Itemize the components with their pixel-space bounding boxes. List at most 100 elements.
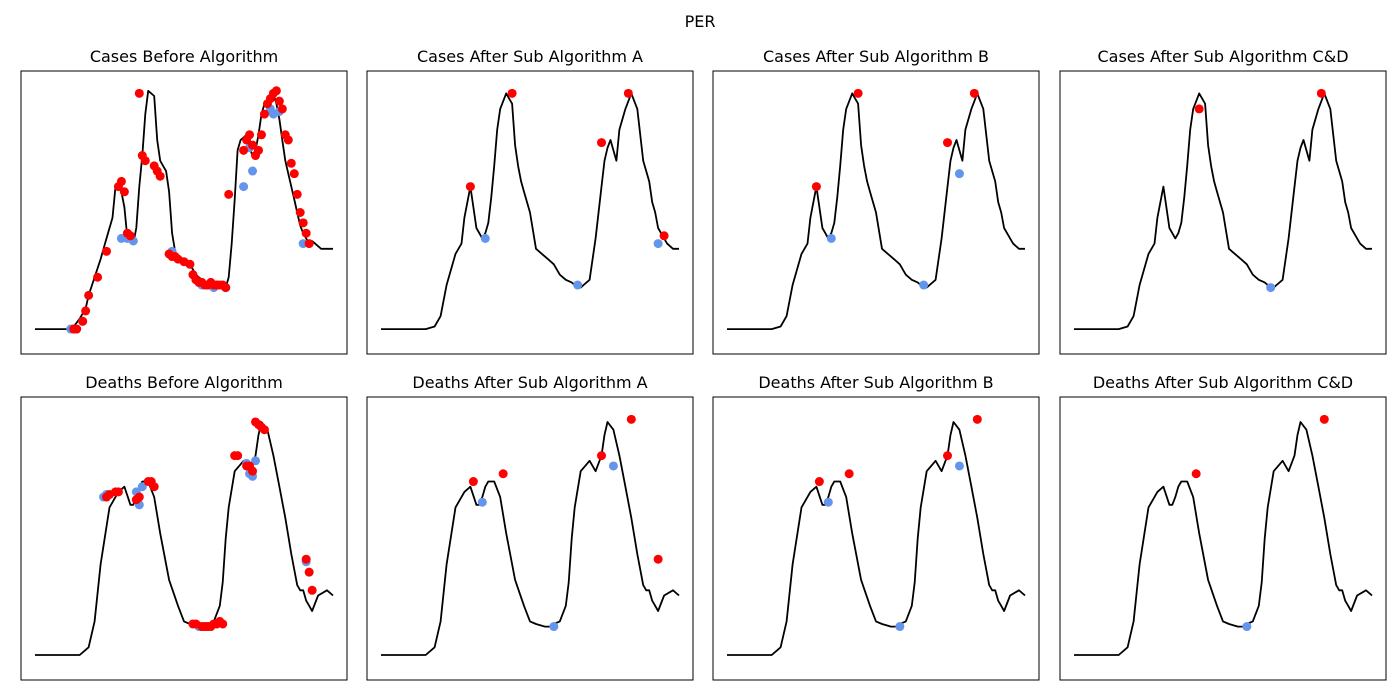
- axes-frame: [366, 396, 694, 681]
- minimum-point: [653, 239, 663, 249]
- subplot-title: Deaths After Sub Algorithm B: [758, 373, 993, 392]
- maximum-point: [119, 187, 129, 197]
- maximum-point: [102, 246, 112, 256]
- maximum-point: [972, 414, 982, 424]
- maximum-point: [1194, 104, 1204, 114]
- subplot-title: Cases After Sub Algorithm A: [417, 47, 643, 66]
- maximum-point: [271, 86, 281, 96]
- subplot-title: Cases After Sub Algorithm B: [763, 47, 989, 66]
- maximum-point: [289, 169, 299, 179]
- maximum-point: [245, 130, 255, 140]
- series-line: [1074, 92, 1372, 330]
- minimum-point: [248, 166, 258, 176]
- subplot-4: Cases After Sub Algorithm C&D: [1059, 47, 1387, 355]
- subplot-title: Deaths Before Algorithm: [85, 373, 283, 392]
- subplot-title: Deaths After Sub Algorithm C&D: [1093, 373, 1353, 392]
- minimum-point: [480, 233, 490, 243]
- maximum-point: [224, 189, 234, 199]
- maximum-point: [304, 239, 314, 249]
- minimum-point: [954, 169, 964, 179]
- maximum-point: [81, 306, 91, 316]
- minimum-point: [608, 461, 618, 471]
- minimum-point: [137, 482, 147, 492]
- subplot-7: Deaths After Sub Algorithm B: [712, 373, 1040, 681]
- subplot-1: Cases Before Algorithm: [20, 47, 348, 355]
- axes-frame: [20, 396, 348, 681]
- subplot-8: Deaths After Sub Algorithm C&D: [1059, 373, 1387, 681]
- maximum-point: [233, 451, 243, 461]
- axes-frame: [1059, 396, 1387, 681]
- maximum-point: [286, 158, 296, 168]
- series-line: [381, 421, 680, 656]
- maximum-point: [811, 182, 821, 192]
- maximum-point: [292, 189, 302, 199]
- minimum-point: [954, 461, 964, 471]
- maximum-point: [93, 272, 103, 282]
- maximum-point: [155, 171, 165, 181]
- maximum-point: [1191, 469, 1201, 479]
- maximum-point: [274, 96, 284, 106]
- maximum-point: [623, 88, 633, 98]
- subplot-title: Deaths After Sub Algorithm A: [412, 373, 647, 392]
- maximum-point: [134, 492, 144, 502]
- maximum-point: [185, 259, 195, 269]
- maximum-point: [259, 109, 269, 119]
- maximum-point: [1319, 414, 1329, 424]
- subplot-title: Cases After Sub Algorithm C&D: [1097, 47, 1348, 66]
- series-line: [381, 92, 679, 330]
- maximum-point: [84, 290, 94, 300]
- series-line: [1074, 421, 1373, 656]
- series-line: [35, 89, 333, 330]
- subplot-title: Cases Before Algorithm: [90, 47, 278, 66]
- maximum-point: [298, 218, 308, 228]
- minimum-point: [573, 280, 583, 290]
- maximum-point: [149, 482, 159, 492]
- maximum-point: [125, 231, 135, 241]
- maximum-point: [259, 425, 269, 435]
- minimum-point: [1242, 622, 1252, 632]
- maximum-point: [248, 140, 258, 150]
- maximum-point: [659, 231, 669, 241]
- maximum-point: [256, 130, 266, 140]
- maximum-point: [78, 316, 88, 326]
- maximum-point: [283, 135, 293, 145]
- maximum-point: [239, 145, 249, 155]
- maximum-point: [653, 554, 663, 564]
- maximum-point: [465, 182, 475, 192]
- series-line: [727, 92, 1025, 330]
- maximum-point: [116, 176, 126, 186]
- series-line: [35, 421, 334, 656]
- axes-frame: [366, 70, 694, 355]
- maximum-point: [498, 469, 508, 479]
- minimum-point: [1266, 283, 1276, 293]
- maximum-point: [221, 283, 231, 293]
- maximum-point: [301, 554, 311, 564]
- minimum-point: [826, 233, 836, 243]
- axes-frame: [712, 396, 1040, 681]
- minimum-point: [895, 622, 905, 632]
- axes-frame: [20, 70, 348, 355]
- maximum-point: [134, 88, 144, 98]
- subplot-5: Deaths Before Algorithm: [20, 373, 348, 681]
- maximum-point: [218, 619, 228, 629]
- maximum-point: [301, 228, 311, 238]
- maximum-point: [254, 145, 263, 155]
- maximum-point: [277, 104, 287, 114]
- maximum-point: [468, 477, 478, 487]
- series-line: [727, 421, 1026, 656]
- minimum-point: [919, 280, 929, 290]
- minimum-point: [239, 182, 249, 192]
- subplot-3: Cases After Sub Algorithm B: [712, 47, 1040, 355]
- subplot-2: Cases After Sub Algorithm A: [366, 47, 694, 355]
- minimum-point: [477, 497, 487, 507]
- maximum-point: [814, 477, 824, 487]
- maximum-point: [853, 88, 863, 98]
- maximum-point: [943, 138, 953, 148]
- maximum-point: [597, 451, 607, 461]
- maximum-point: [844, 469, 854, 479]
- maximum-point: [307, 585, 317, 595]
- maximum-point: [943, 451, 953, 461]
- axes-frame: [712, 70, 1040, 355]
- axes-frame: [1059, 70, 1387, 355]
